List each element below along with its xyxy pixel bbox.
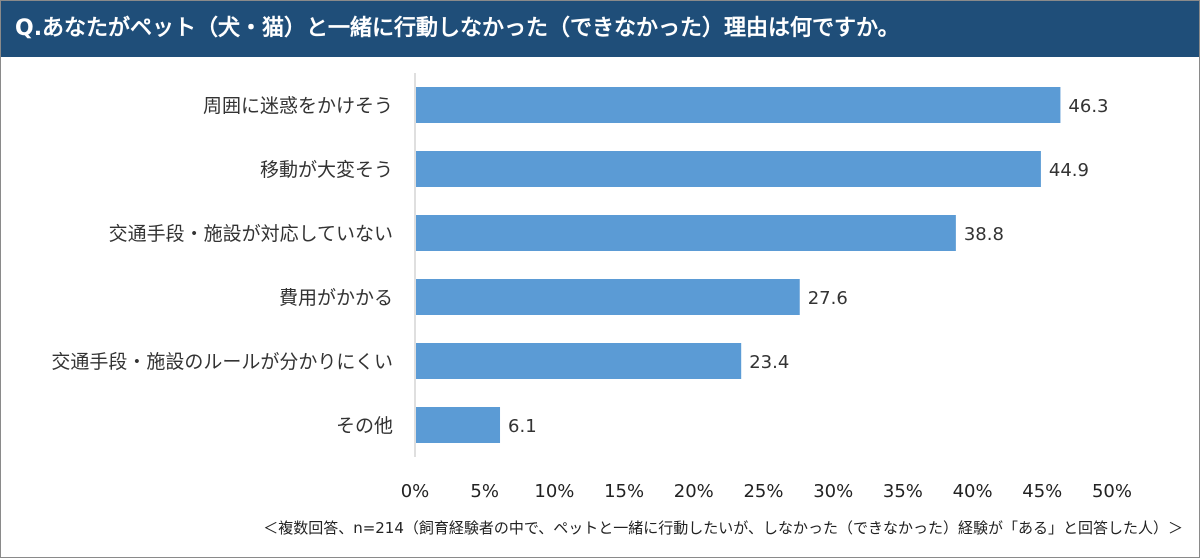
x-tick-label: 45% <box>1022 481 1062 502</box>
data-label: 23.4 <box>749 352 789 373</box>
data-label: 38.8 <box>964 224 1004 245</box>
category-label: 交通手段・施設のルールが分かりにくい <box>51 351 393 373</box>
x-tick-label: 20% <box>674 481 714 502</box>
x-tick-label: 35% <box>883 481 923 502</box>
data-label: 6.1 <box>508 416 537 437</box>
question-title: Q.あなたがペット（犬・猫）と一緒に行動しなかった（できなかった）理由は何ですか… <box>15 16 900 41</box>
x-tick-label: 40% <box>953 481 993 502</box>
category-label: 交通手段・施設が対応していない <box>109 223 393 245</box>
bar <box>416 215 956 251</box>
x-tick-label: 10% <box>534 481 574 502</box>
bar <box>416 87 1061 123</box>
bar <box>416 407 501 443</box>
category-label: その他 <box>336 415 393 437</box>
bar <box>416 343 742 379</box>
x-tick-label: 5% <box>470 481 499 502</box>
category-label: 移動が大変そう <box>260 159 393 181</box>
x-tick-label: 25% <box>743 481 783 502</box>
category-label: 費用がかかる <box>279 287 393 309</box>
data-label: 46.3 <box>1068 96 1108 117</box>
bar <box>416 151 1041 187</box>
x-tick-label: 50% <box>1092 481 1132 502</box>
question-header: Q.あなたがペット（犬・猫）と一緒に行動しなかった（できなかった）理由は何ですか… <box>1 1 1199 57</box>
x-tick-label: 30% <box>813 481 853 502</box>
bar <box>416 279 800 315</box>
x-tick-label: 0% <box>401 481 430 502</box>
category-label: 周囲に迷惑をかけそう <box>203 95 393 117</box>
x-tick-label: 15% <box>604 481 644 502</box>
sample-footnote: ＜複数回答、n=214（飼育経験者の中で、ペットと一緒に行動したいが、しなかった… <box>263 519 1183 537</box>
data-label: 44.9 <box>1049 160 1089 181</box>
data-label: 27.6 <box>808 288 848 309</box>
